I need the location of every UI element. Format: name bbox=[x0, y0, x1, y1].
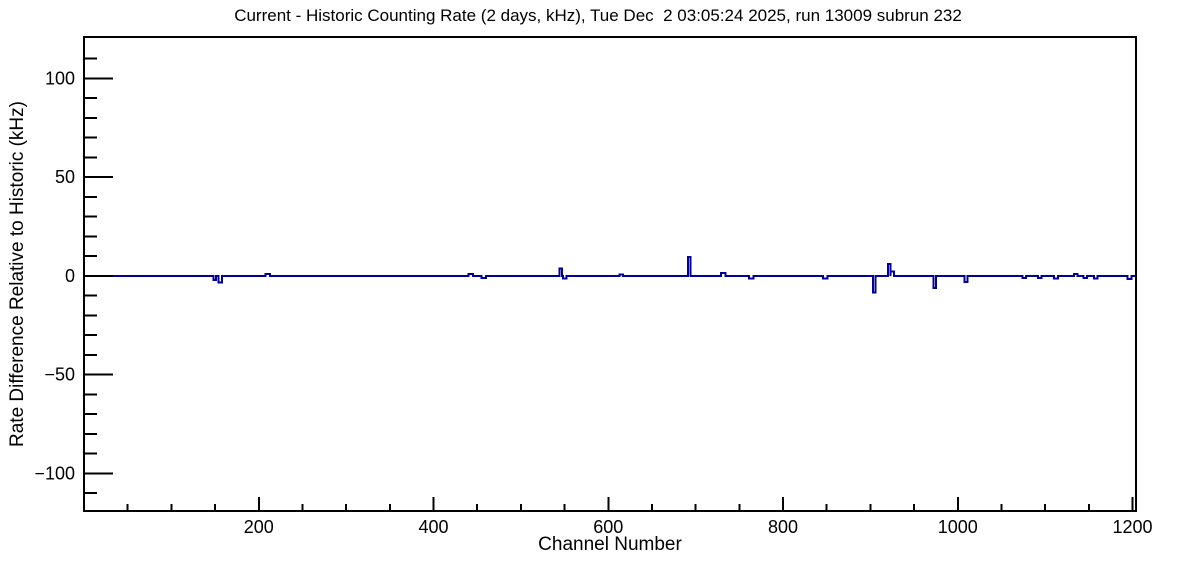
histogram-line bbox=[84, 256, 1136, 294]
chart-title: Current - Historic Counting Rate (2 days… bbox=[234, 6, 962, 25]
x-axis-title: Channel Number bbox=[538, 534, 682, 555]
x-tick-label: 600 bbox=[593, 517, 623, 537]
y-tick-label: −100 bbox=[34, 463, 75, 483]
y-tick-label: 100 bbox=[45, 68, 75, 88]
x-tick-label: 800 bbox=[768, 517, 798, 537]
y-tick-label: 50 bbox=[55, 167, 75, 187]
y-tick-label: 0 bbox=[65, 266, 75, 286]
x-tick-label: 200 bbox=[244, 517, 274, 537]
x-tick-label: 1200 bbox=[1112, 517, 1152, 537]
y-tick-label: −50 bbox=[44, 365, 75, 385]
x-tick-label: 400 bbox=[418, 517, 448, 537]
x-tick-label: 1000 bbox=[938, 517, 978, 537]
plot-frame bbox=[83, 36, 1137, 512]
